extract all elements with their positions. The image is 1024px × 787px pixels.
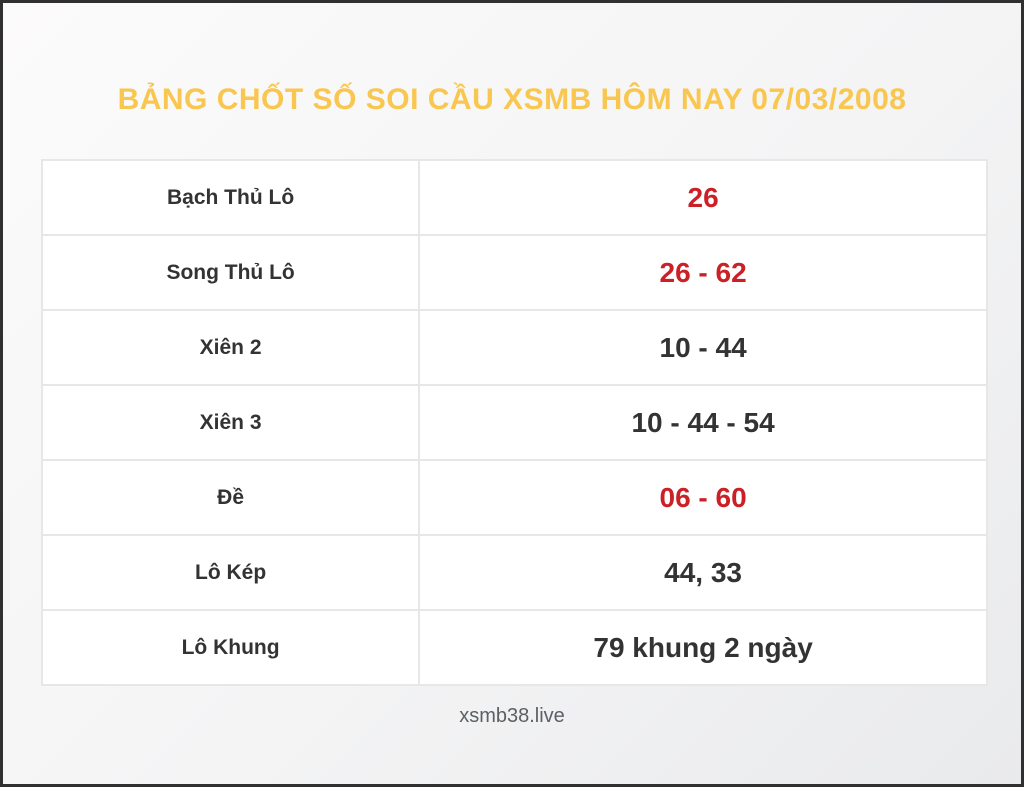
row-value: 26 (687, 181, 719, 213)
table-row: Xiên 2 10 - 44 (43, 311, 986, 386)
page-title: BẢNG CHỐT SỐ SOI CẦU XSMB HÔM NAY 07/03/… (117, 83, 907, 116)
row-label: Xiên 3 (43, 386, 421, 459)
site-domain: xsmb38.live (459, 705, 565, 727)
table-row: Lô Khung 79 khung 2 ngày (43, 611, 986, 684)
row-value: 06 - 60 (659, 481, 747, 513)
row-label: Đề (43, 461, 421, 534)
table-row: Xiên 3 10 - 44 - 54 (43, 386, 986, 461)
table-row: Bạch Thủ Lô 26 (43, 161, 986, 236)
row-value: 44, 33 (664, 556, 743, 588)
row-value: 10 - 44 - 54 (631, 406, 775, 438)
table-row: Đề 06 - 60 (43, 461, 986, 536)
prediction-table: Bạch Thủ Lô 26 Song Thủ Lô 26 - 62 Xiên … (41, 159, 988, 686)
table-row: Lô Kép 44, 33 (43, 536, 986, 611)
row-value: 10 - 44 (659, 331, 747, 363)
row-label: Song Thủ Lô (43, 236, 421, 309)
table-row: Song Thủ Lô 26 - 62 (43, 236, 986, 311)
row-label: Lô Kép (43, 536, 421, 609)
row-label: Bạch Thủ Lô (43, 161, 421, 234)
row-value: 26 - 62 (659, 256, 747, 288)
row-label: Lô Khung (43, 611, 421, 684)
row-label: Xiên 2 (43, 311, 421, 384)
row-value: 79 khung 2 ngày (593, 631, 813, 663)
